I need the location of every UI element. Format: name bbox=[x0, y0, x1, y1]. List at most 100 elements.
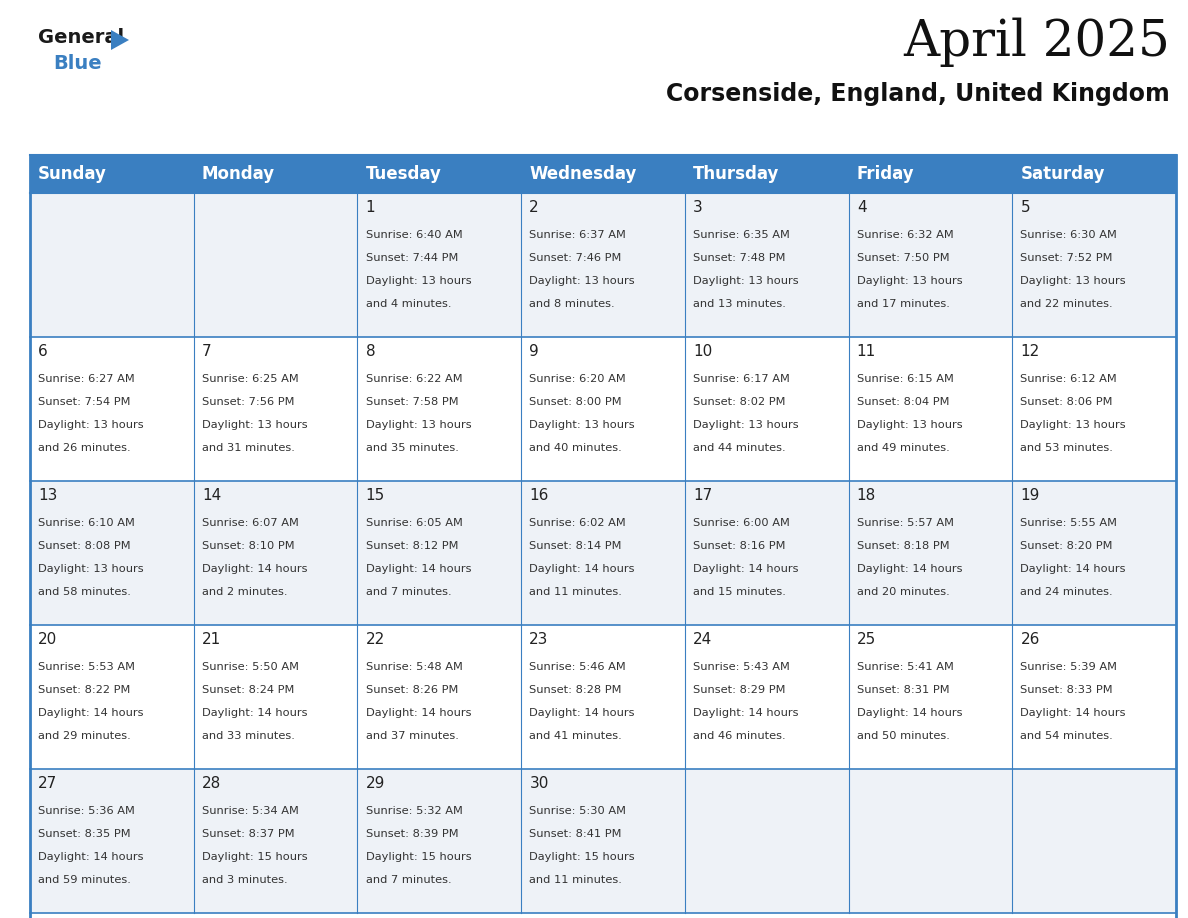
Text: 27: 27 bbox=[38, 776, 57, 791]
Text: Daylight: 13 hours: Daylight: 13 hours bbox=[857, 420, 962, 430]
Text: 12: 12 bbox=[1020, 344, 1040, 359]
Text: Daylight: 13 hours: Daylight: 13 hours bbox=[693, 275, 798, 285]
Text: and 41 minutes.: and 41 minutes. bbox=[530, 731, 623, 741]
Text: Daylight: 13 hours: Daylight: 13 hours bbox=[366, 275, 472, 285]
Text: Sunset: 8:26 PM: Sunset: 8:26 PM bbox=[366, 685, 459, 695]
Text: Daylight: 13 hours: Daylight: 13 hours bbox=[38, 420, 144, 430]
Text: 16: 16 bbox=[530, 488, 549, 503]
Bar bbox=[30, 625, 194, 769]
Text: Daylight: 13 hours: Daylight: 13 hours bbox=[530, 275, 634, 285]
Text: Sunrise: 5:30 AM: Sunrise: 5:30 AM bbox=[530, 806, 626, 816]
Text: Sunset: 8:28 PM: Sunset: 8:28 PM bbox=[530, 685, 621, 695]
Text: Sunrise: 5:32 AM: Sunrise: 5:32 AM bbox=[366, 806, 462, 816]
Text: and 7 minutes.: and 7 minutes. bbox=[366, 587, 451, 597]
Text: Sunset: 8:04 PM: Sunset: 8:04 PM bbox=[857, 397, 949, 407]
Bar bbox=[194, 769, 358, 913]
Text: Daylight: 14 hours: Daylight: 14 hours bbox=[857, 708, 962, 718]
Text: Sunset: 8:18 PM: Sunset: 8:18 PM bbox=[857, 541, 949, 551]
Text: 22: 22 bbox=[366, 632, 385, 647]
Bar bbox=[1012, 155, 1176, 193]
Text: 25: 25 bbox=[857, 632, 876, 647]
Text: Sunset: 8:24 PM: Sunset: 8:24 PM bbox=[202, 685, 295, 695]
Text: and 49 minutes.: and 49 minutes. bbox=[857, 442, 949, 453]
Text: and 31 minutes.: and 31 minutes. bbox=[202, 442, 295, 453]
Text: 30: 30 bbox=[530, 776, 549, 791]
Text: and 59 minutes.: and 59 minutes. bbox=[38, 875, 131, 885]
Text: 15: 15 bbox=[366, 488, 385, 503]
Text: 29: 29 bbox=[366, 776, 385, 791]
Text: Sunrise: 5:46 AM: Sunrise: 5:46 AM bbox=[530, 662, 626, 672]
Text: Sunrise: 6:05 AM: Sunrise: 6:05 AM bbox=[366, 518, 462, 528]
Text: Sunset: 8:31 PM: Sunset: 8:31 PM bbox=[857, 685, 949, 695]
Text: Sunset: 7:44 PM: Sunset: 7:44 PM bbox=[366, 252, 459, 263]
Text: Sunrise: 6:12 AM: Sunrise: 6:12 AM bbox=[1020, 374, 1117, 384]
Text: Daylight: 13 hours: Daylight: 13 hours bbox=[366, 420, 472, 430]
Text: Sunrise: 6:27 AM: Sunrise: 6:27 AM bbox=[38, 374, 135, 384]
Bar bbox=[194, 337, 358, 481]
Text: and 13 minutes.: and 13 minutes. bbox=[693, 298, 786, 308]
Bar bbox=[522, 193, 684, 337]
Bar bbox=[848, 155, 1012, 193]
Text: and 22 minutes.: and 22 minutes. bbox=[1020, 298, 1113, 308]
Text: Monday: Monday bbox=[202, 165, 276, 183]
Bar bbox=[358, 193, 522, 337]
Text: Wednesday: Wednesday bbox=[530, 165, 637, 183]
Bar bbox=[358, 769, 522, 913]
Text: Sunrise: 5:50 AM: Sunrise: 5:50 AM bbox=[202, 662, 299, 672]
Polygon shape bbox=[110, 30, 129, 50]
Text: 4: 4 bbox=[857, 200, 866, 215]
Text: Daylight: 13 hours: Daylight: 13 hours bbox=[530, 420, 634, 430]
Text: 2: 2 bbox=[530, 200, 539, 215]
Text: Saturday: Saturday bbox=[1020, 165, 1105, 183]
Text: Sunrise: 6:30 AM: Sunrise: 6:30 AM bbox=[1020, 230, 1118, 240]
Bar bbox=[684, 481, 848, 625]
Text: Sunset: 8:00 PM: Sunset: 8:00 PM bbox=[530, 397, 623, 407]
Text: Daylight: 13 hours: Daylight: 13 hours bbox=[693, 420, 798, 430]
Bar bbox=[522, 769, 684, 913]
Text: Daylight: 14 hours: Daylight: 14 hours bbox=[530, 708, 634, 718]
Text: Daylight: 15 hours: Daylight: 15 hours bbox=[202, 852, 308, 862]
Text: and 26 minutes.: and 26 minutes. bbox=[38, 442, 131, 453]
Text: Sunrise: 6:37 AM: Sunrise: 6:37 AM bbox=[530, 230, 626, 240]
Text: Daylight: 14 hours: Daylight: 14 hours bbox=[38, 708, 144, 718]
Bar bbox=[848, 769, 1012, 913]
Bar bbox=[358, 481, 522, 625]
Text: April 2025: April 2025 bbox=[903, 18, 1170, 67]
Text: Sunrise: 5:53 AM: Sunrise: 5:53 AM bbox=[38, 662, 135, 672]
Text: Sunrise: 6:10 AM: Sunrise: 6:10 AM bbox=[38, 518, 135, 528]
Text: and 24 minutes.: and 24 minutes. bbox=[1020, 587, 1113, 597]
Text: Daylight: 14 hours: Daylight: 14 hours bbox=[202, 564, 308, 574]
Text: Sunrise: 6:17 AM: Sunrise: 6:17 AM bbox=[693, 374, 790, 384]
Text: Daylight: 14 hours: Daylight: 14 hours bbox=[202, 708, 308, 718]
Text: Sunset: 8:20 PM: Sunset: 8:20 PM bbox=[1020, 541, 1113, 551]
Text: Sunrise: 6:15 AM: Sunrise: 6:15 AM bbox=[857, 374, 954, 384]
Text: Sunset: 7:56 PM: Sunset: 7:56 PM bbox=[202, 397, 295, 407]
Text: Daylight: 14 hours: Daylight: 14 hours bbox=[693, 708, 798, 718]
Text: Sunset: 8:06 PM: Sunset: 8:06 PM bbox=[1020, 397, 1113, 407]
Bar bbox=[30, 769, 194, 913]
Bar bbox=[522, 625, 684, 769]
Text: Sunrise: 6:32 AM: Sunrise: 6:32 AM bbox=[857, 230, 954, 240]
Text: 10: 10 bbox=[693, 344, 713, 359]
Text: and 37 minutes.: and 37 minutes. bbox=[366, 731, 459, 741]
Text: 23: 23 bbox=[530, 632, 549, 647]
Bar bbox=[522, 337, 684, 481]
Text: Friday: Friday bbox=[857, 165, 915, 183]
Text: Sunset: 7:48 PM: Sunset: 7:48 PM bbox=[693, 252, 785, 263]
Text: 11: 11 bbox=[857, 344, 876, 359]
Text: 14: 14 bbox=[202, 488, 221, 503]
Text: and 15 minutes.: and 15 minutes. bbox=[693, 587, 786, 597]
Text: Sunrise: 6:35 AM: Sunrise: 6:35 AM bbox=[693, 230, 790, 240]
Bar bbox=[684, 337, 848, 481]
Text: and 54 minutes.: and 54 minutes. bbox=[1020, 731, 1113, 741]
Bar bbox=[684, 193, 848, 337]
Bar bbox=[1012, 481, 1176, 625]
Text: and 11 minutes.: and 11 minutes. bbox=[530, 587, 623, 597]
Bar bbox=[848, 481, 1012, 625]
Text: Daylight: 14 hours: Daylight: 14 hours bbox=[1020, 708, 1126, 718]
Bar bbox=[1012, 193, 1176, 337]
Text: 28: 28 bbox=[202, 776, 221, 791]
Text: Sunset: 7:58 PM: Sunset: 7:58 PM bbox=[366, 397, 459, 407]
Text: and 40 minutes.: and 40 minutes. bbox=[530, 442, 623, 453]
Bar bbox=[1012, 769, 1176, 913]
